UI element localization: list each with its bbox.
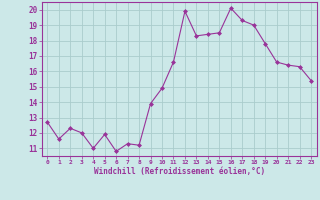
X-axis label: Windchill (Refroidissement éolien,°C): Windchill (Refroidissement éolien,°C): [94, 167, 265, 176]
